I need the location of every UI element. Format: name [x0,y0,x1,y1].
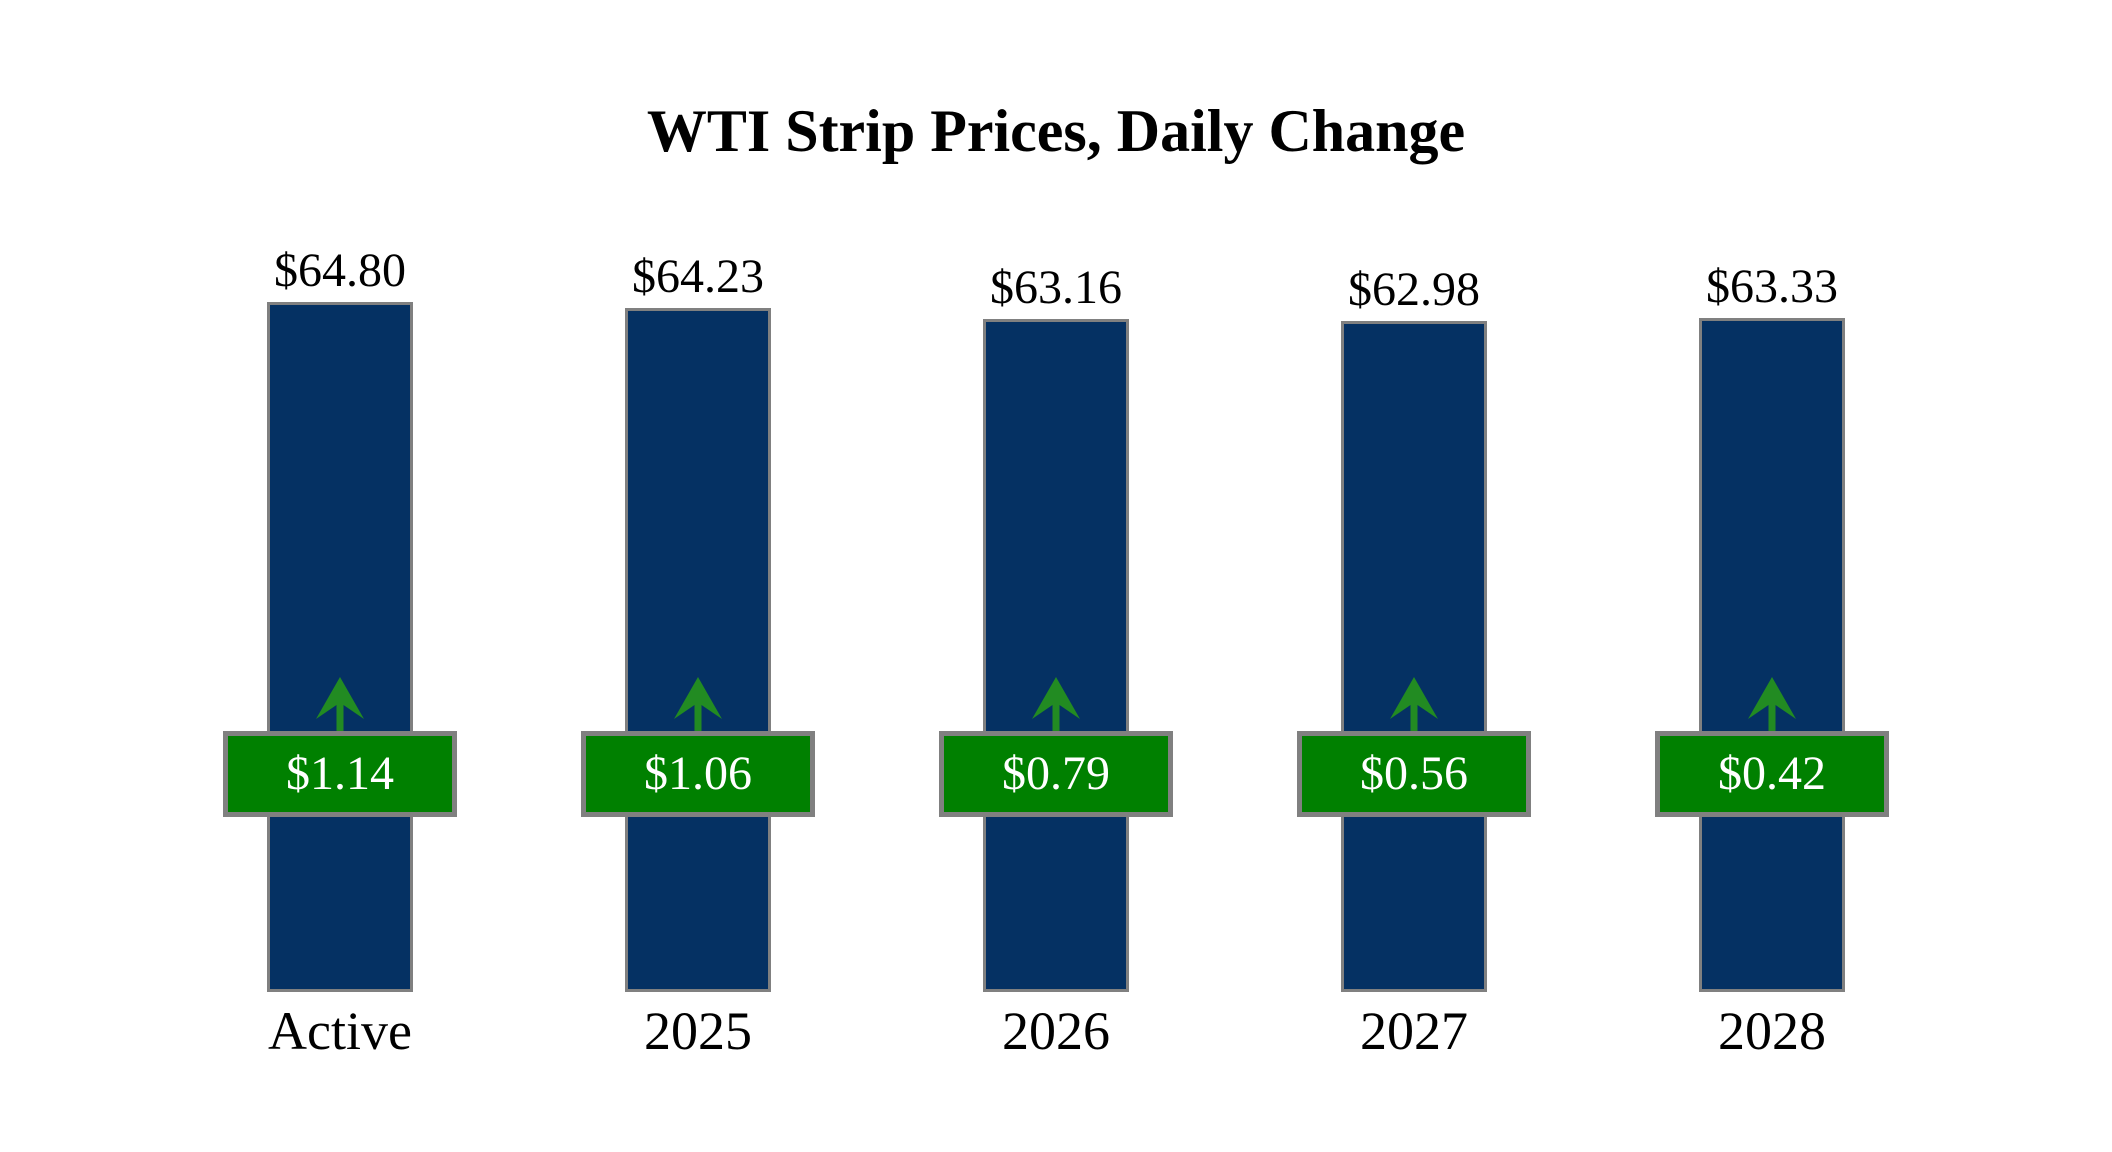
daily-change-badge: $0.42 [1655,731,1889,817]
chart-title: WTI Strip Prices, Daily Change [646,98,1466,164]
price-bar [1699,318,1845,992]
daily-change-value: $0.56 [1360,747,1468,800]
category-label: 2026 [1002,1001,1110,1061]
up-arrow-icon [1748,677,1796,731]
daily-change-value: $0.79 [1002,747,1110,800]
daily-change-badge: $1.06 [581,731,815,817]
strip-price-label: $64.80 [274,243,406,297]
daily-change-badge: $0.79 [939,731,1173,817]
strip-price-label: $62.98 [1348,262,1480,316]
up-arrow-icon [1032,677,1080,731]
category-label: 2028 [1718,1001,1826,1061]
price-bar [983,319,1129,992]
daily-change-value: $0.42 [1718,747,1826,800]
daily-change-badge: $1.14 [223,731,457,817]
price-bar [625,308,771,992]
strip-price-label: $63.33 [1706,259,1838,313]
category-label: 2025 [644,1001,752,1061]
price-bar [267,302,413,992]
up-arrow-icon [316,677,364,731]
category-label: Active [268,1001,412,1061]
price-bar [1341,321,1487,992]
strip-price-label: $64.23 [632,249,764,303]
up-arrow-icon [674,677,722,731]
strip-price-label: $63.16 [990,260,1122,314]
daily-change-value: $1.06 [644,747,752,800]
daily-change-value: $1.14 [286,747,394,800]
up-arrow-icon [1390,677,1438,731]
category-label: 2027 [1360,1001,1468,1061]
daily-change-badge: $0.56 [1297,731,1531,817]
